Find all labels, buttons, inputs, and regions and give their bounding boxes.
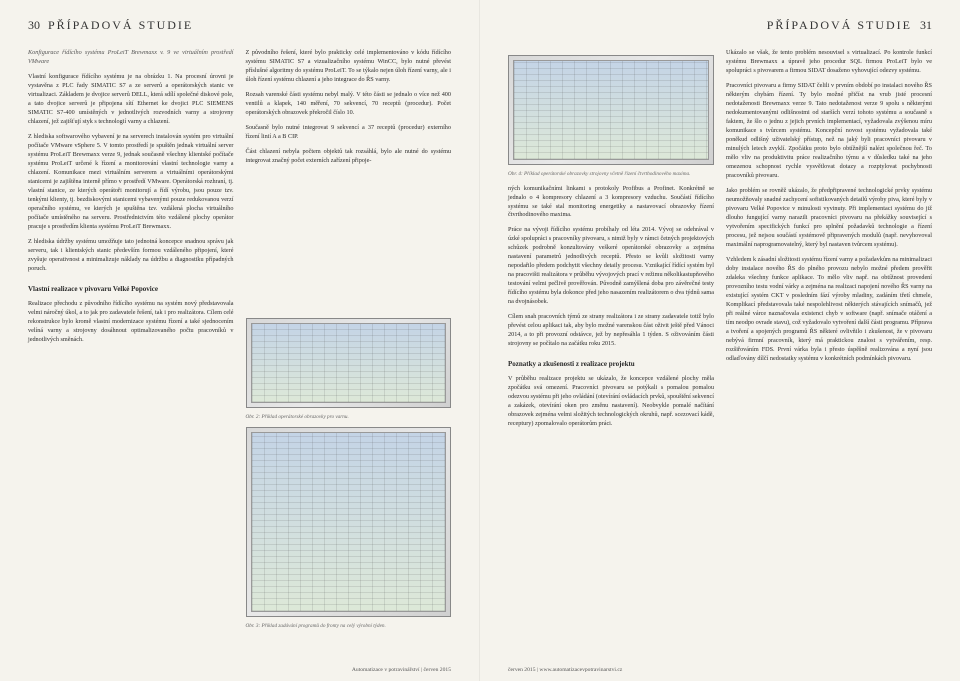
body-paragraph: V průběhu realizace projektu se ukázalo,… xyxy=(508,375,714,429)
page-spread: 30 PŘÍPADOVÁ STUDIE Konfigurace řídícího… xyxy=(0,0,960,681)
body-paragraph: Cílem snah pracovních týmů ze strany rea… xyxy=(508,313,714,349)
body-paragraph: Současně bylo nutné integrovat 9 sekvenc… xyxy=(246,124,452,142)
figure-2-image xyxy=(246,318,452,408)
page-left: 30 PŘÍPADOVÁ STUDIE Konfigurace řídícího… xyxy=(0,0,480,681)
footer-right: červen 2015 | www.automatizacevpotravina… xyxy=(508,667,622,673)
body-paragraph: Vzhledem k zásadní složitosti systému ří… xyxy=(726,256,932,364)
page-right: PŘÍPADOVÁ STUDIE 31 Obr. 4: Příklad oper… xyxy=(480,0,960,681)
left-col1: Konfigurace řídícího systému ProLeiT Bre… xyxy=(28,49,234,637)
section-title-left: PŘÍPADOVÁ STUDIE xyxy=(48,18,193,33)
header-left: 30 PŘÍPADOVÁ STUDIE xyxy=(28,18,451,33)
right-col1: Obr. 4: Příklad operátorské obrazovky st… xyxy=(508,49,714,637)
figure-block: Obr. 2: Příklad operátorské obrazovky pr… xyxy=(246,312,452,637)
figure-4-caption: Obr. 4: Příklad operátorské obrazovky st… xyxy=(508,171,714,179)
bold-heading: Vlastní realizace v pivovaru Velké Popov… xyxy=(28,284,234,294)
body-paragraph: Z původního řešení, které bylo prakticky… xyxy=(246,49,452,85)
figure-3-caption: Obr. 3: Příklad zadávání programů do fro… xyxy=(246,623,452,631)
figure-4-image xyxy=(508,55,714,165)
body-paragraph: Pracovníci pivovaru a firmy SIDAT čelili… xyxy=(726,82,932,181)
right-col2: Ukázalo se však, že tento problém nesouv… xyxy=(726,49,932,637)
body-paragraph: Realizace přechodu z původního řídícího … xyxy=(28,300,234,345)
columns-right: Obr. 4: Příklad operátorské obrazovky st… xyxy=(508,49,932,637)
body-paragraph: Ukázalo se však, že tento problém nesouv… xyxy=(726,49,932,76)
body-paragraph: Z hlediska softwarového vybavení je na s… xyxy=(28,133,234,232)
body-paragraph: Vlastní konfigurace řídícího systému je … xyxy=(28,73,234,127)
left-col2: Z původního řešení, které bylo prakticky… xyxy=(246,49,452,637)
body-paragraph: Z hlediska údržby systému umožňuje tato … xyxy=(28,238,234,274)
body-paragraph: Část chlazení nebyla počtem objektů tak … xyxy=(246,148,452,166)
figure-2-caption: Obr. 2: Příklad operátorské obrazovky pr… xyxy=(246,414,452,422)
bold-heading: Poznatky a zkušenosti z realizace projek… xyxy=(508,359,714,369)
italic-heading: Konfigurace řídícího systému ProLeiT Bre… xyxy=(28,49,234,67)
body-paragraph: Práce na vývoji řídícího systému probíha… xyxy=(508,226,714,307)
body-paragraph: ných komunikačními linkami s protokoly P… xyxy=(508,185,714,221)
figure-3-image xyxy=(246,427,452,617)
body-paragraph: Rozsah varenské části systému nebyl malý… xyxy=(246,91,452,118)
body-paragraph: Jako problém se rovněž ukázalo, že předp… xyxy=(726,187,932,250)
columns-left: Konfigurace řídícího systému ProLeiT Bre… xyxy=(28,49,451,637)
section-title-right: PŘÍPADOVÁ STUDIE xyxy=(767,18,912,33)
header-right: PŘÍPADOVÁ STUDIE 31 xyxy=(508,18,932,33)
footer-left: Automatizace v potravinářství | červen 2… xyxy=(352,667,451,673)
page-number-right: 31 xyxy=(920,18,932,33)
page-number-left: 30 xyxy=(28,18,40,33)
